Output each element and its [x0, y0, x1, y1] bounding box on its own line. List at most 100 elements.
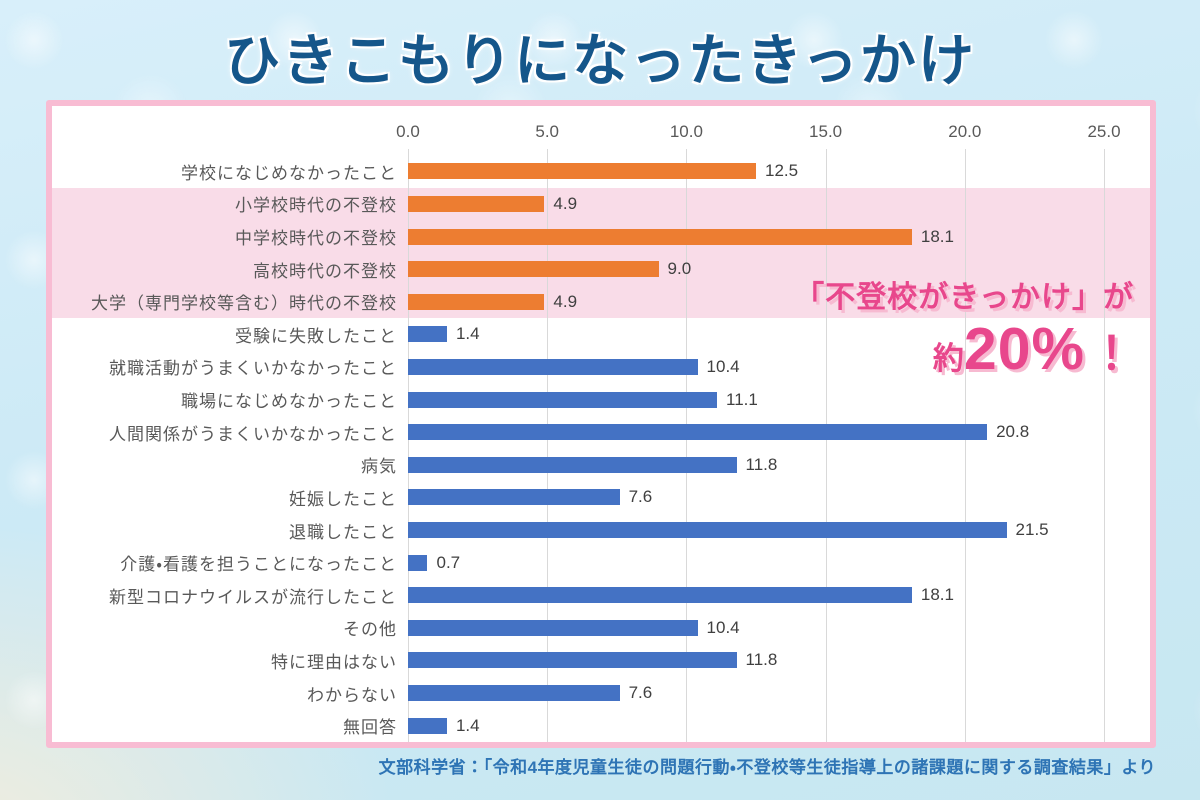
x-tick-label: 5.0 — [535, 122, 560, 141]
value-label: 10.4 — [706, 356, 740, 376]
x-tick-label: 15.0 — [809, 122, 843, 141]
bar-track: 10.4 — [408, 351, 1150, 384]
category-label: 中学校時代の不登校 — [235, 229, 397, 249]
bar — [408, 195, 545, 212]
category-label: 無回答 — [343, 718, 397, 738]
x-tick-label: 0.0 — [396, 122, 420, 141]
x-tick-label: 20.0 — [948, 122, 982, 141]
chart-row: その他 10.4 — [52, 612, 1150, 645]
chart-row: 大学（専門学校等含む）時代の不登校 4.9 — [52, 285, 1150, 318]
bar — [408, 619, 698, 636]
bar — [408, 358, 698, 375]
category-label: その他 — [343, 620, 397, 640]
bar-track: 10.4 — [408, 612, 1150, 645]
chart-panel: 0.0 5.0 10.0 15.0 20.0 25.0 学校になじめなかったこと 12.5 小… — [46, 100, 1156, 748]
highlight-band — [52, 187, 1150, 318]
bar — [408, 717, 447, 734]
bar-track: 18.1 — [408, 579, 1150, 612]
bar-track: 18.1 — [408, 220, 1150, 253]
gridline — [547, 149, 549, 742]
value-label: 12.5 — [765, 161, 799, 181]
category-label: 小学校時代の不登校 — [235, 196, 397, 216]
bar-track: 12.5 — [408, 155, 1150, 188]
bar — [408, 587, 912, 604]
category-label: 介護・看護を担うことになったこと — [120, 555, 397, 575]
bar-track: 1.4 — [408, 318, 1150, 351]
chart-row: 高校時代の不登校 9.0 — [52, 253, 1150, 286]
chart-row: 妊娠したこと 7.6 — [52, 481, 1150, 514]
bar — [408, 293, 545, 310]
category-label: 高校時代の不登校 — [253, 261, 397, 281]
chart-row: 学校になじめなかったこと 12.5 — [52, 155, 1150, 188]
category-label: 大学（専門学校等含む）時代の不登校 — [91, 294, 397, 314]
value-label: 20.8 — [996, 422, 1030, 442]
gridline — [964, 149, 966, 742]
bar — [408, 489, 620, 506]
bar — [408, 424, 988, 441]
category-label: 就職活動がうまくいかなかったこと — [109, 359, 397, 379]
bar-track: 0.7 — [408, 546, 1150, 579]
category-label: 受験に失敗したこと — [235, 326, 397, 346]
chart-row: 中学校時代の不登校 18.1 — [52, 220, 1150, 253]
chart-row: 就職活動がうまくいかなかったこと 10.4 — [52, 351, 1150, 384]
value-label: 4.9 — [553, 193, 578, 213]
value-label: 18.1 — [920, 226, 954, 246]
annotation-line1: 「不登校がきっかけ」が — [794, 281, 1134, 314]
bar-track: 11.8 — [408, 644, 1150, 677]
value-label: 9.0 — [667, 259, 692, 279]
category-label: 人間関係がうまくいかなかったこと — [109, 424, 397, 444]
bar — [408, 391, 718, 408]
bar — [408, 261, 659, 278]
annotation-approx: 約 — [932, 341, 964, 376]
x-tick-label: 10.0 — [669, 122, 703, 141]
bar-track: 11.8 — [408, 448, 1150, 481]
annotation-exclamation: ！ — [1088, 328, 1134, 379]
category-label: 退職したこと — [289, 522, 397, 542]
gridline — [825, 149, 827, 742]
bar — [408, 228, 912, 245]
category-label: 特に理由はない — [271, 652, 397, 672]
chart-row: 介護・看護を担うことになったこと 0.7 — [52, 546, 1150, 579]
chart-row: 退職したこと 21.5 — [52, 514, 1150, 547]
bar-track: 1.4 — [408, 709, 1150, 742]
x-tick-label: 25.0 — [1087, 122, 1121, 141]
bar — [408, 685, 620, 702]
bar-track: 20.8 — [408, 416, 1150, 449]
chart-row: 特に理由はない 11.8 — [52, 644, 1150, 677]
category-label: 病気 — [361, 457, 397, 477]
bar — [408, 163, 756, 180]
value-label: 7.6 — [628, 487, 653, 507]
value-label: 0.7 — [436, 552, 461, 572]
chart-row: 職場になじめなかったこと 11.1 — [52, 383, 1150, 416]
value-label: 18.1 — [920, 585, 954, 605]
category-label: 学校になじめなかったこと — [181, 163, 397, 183]
chart-row: 無回答 1.4 — [52, 709, 1150, 742]
category-label: 職場になじめなかったこと — [181, 392, 397, 412]
chart-row: 新型コロナウイルスが流行したこと 18.1 — [52, 579, 1150, 612]
bar-track: 7.6 — [408, 677, 1150, 710]
annotation-line2: 約20%！ — [794, 320, 1134, 379]
annotation-percent: 20% — [963, 316, 1085, 382]
page-title: ひきこもりになったきっかけ — [224, 29, 976, 92]
gridlines — [408, 149, 1105, 742]
gridline — [1104, 149, 1105, 742]
x-axis: 0.0 5.0 10.0 15.0 20.0 25.0 — [396, 106, 1120, 149]
bar — [408, 326, 447, 343]
bar-track: 9.0 — [408, 253, 1150, 286]
value-label: 11.1 — [726, 389, 758, 409]
chart-row: わからない 7.6 — [52, 677, 1150, 710]
value-label: 4.9 — [553, 291, 578, 311]
category-label: 妊娠したこと — [289, 489, 397, 509]
bar-track: 11.1 — [408, 383, 1150, 416]
chart-row: 小学校時代の不登校 4.9 — [52, 188, 1150, 221]
value-label: 7.6 — [628, 683, 653, 703]
gridline — [408, 149, 409, 742]
value-label: 21.5 — [1015, 520, 1049, 539]
category-label: わからない — [307, 685, 397, 705]
bar — [408, 554, 428, 571]
bar — [408, 456, 737, 473]
bar-track: 4.9 — [408, 188, 1150, 221]
annotation-callout: 「不登校がきっかけ」が 約20%！ — [794, 272, 1134, 379]
value-label: 11.8 — [745, 454, 778, 474]
chart-row: 病気 11.8 — [52, 448, 1150, 481]
